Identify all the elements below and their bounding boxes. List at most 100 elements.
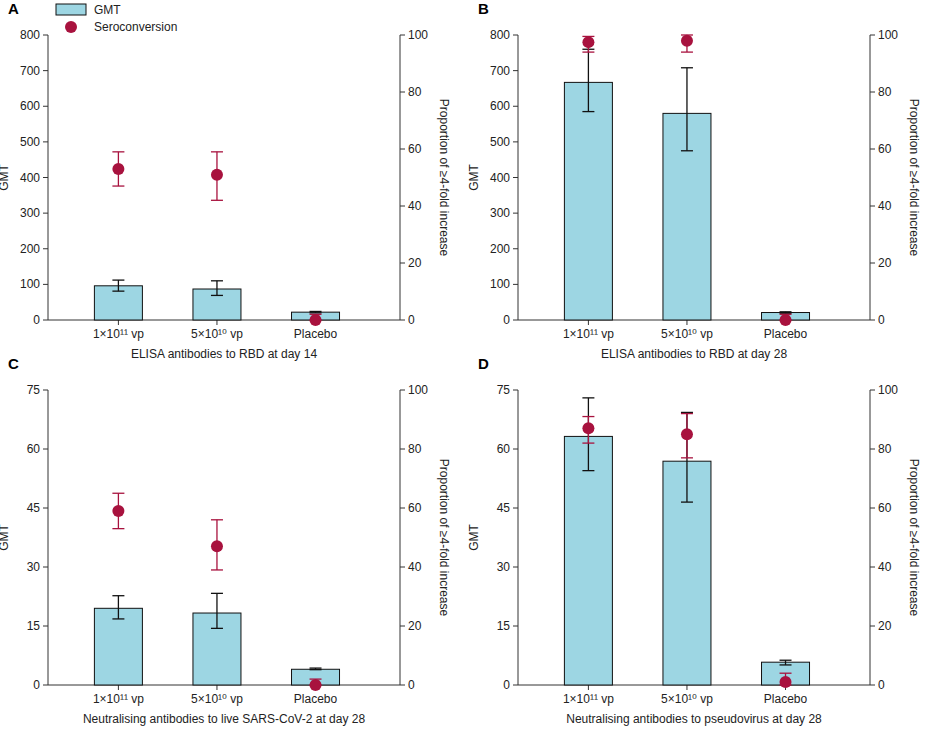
y-tick	[43, 567, 48, 568]
error-bar	[211, 281, 223, 296]
error-cap	[211, 593, 223, 594]
x-axis-title: ELISA antibodies to RBD at day 28	[601, 347, 787, 361]
error-cap	[211, 200, 223, 201]
y-axis	[48, 390, 49, 685]
y-tick	[43, 248, 48, 249]
y2-axis	[400, 390, 401, 685]
y2-tick-label: 100	[878, 28, 898, 42]
y-tick	[513, 449, 518, 450]
error-cap	[211, 628, 223, 629]
y-tick	[513, 626, 518, 627]
error-cap	[681, 150, 693, 151]
x-tick-label: 5×10¹⁰ vp	[191, 327, 243, 341]
y2-tick	[400, 567, 405, 568]
y-tick-label: 0	[33, 678, 40, 692]
y-tick	[43, 685, 48, 686]
y-tick-label: 30	[497, 560, 511, 574]
y2-axis	[400, 35, 401, 320]
y2-tick	[870, 92, 875, 93]
error-bar	[211, 152, 223, 200]
error-cap	[582, 51, 594, 52]
y-tick	[43, 449, 48, 450]
y2-tick	[400, 320, 405, 321]
error-cap	[582, 111, 594, 112]
point	[310, 314, 322, 326]
y-tick-label: 400	[490, 171, 510, 185]
y2-tick	[870, 449, 875, 450]
y2-tick	[400, 508, 405, 509]
y-tick-label: 0	[33, 313, 40, 327]
y-tick-label: 0	[503, 678, 510, 692]
x-tick-label: 1×10¹¹ vp	[93, 327, 144, 341]
x-tick-label: 1×10¹¹ vp	[93, 692, 144, 706]
error-cap	[681, 51, 693, 52]
error-cap	[681, 457, 693, 458]
error-cap	[112, 618, 124, 619]
y2-axis-title: Proportion of ≥4-fold increase	[907, 99, 921, 257]
error-cap	[211, 295, 223, 296]
y2-tick-label: 20	[878, 256, 892, 270]
x-tick	[216, 320, 217, 325]
panel-letter: D	[478, 355, 489, 372]
y2-tick-label: 0	[878, 678, 885, 692]
error-cap	[310, 669, 322, 670]
y-axis-title: GMT	[0, 524, 11, 551]
error-cap	[112, 290, 124, 291]
y-tick-label: 500	[20, 135, 40, 149]
y2-tick	[400, 35, 405, 36]
marks	[564, 35, 809, 326]
y2-axis	[870, 390, 871, 685]
y2-axis	[870, 35, 871, 320]
error-stem	[118, 280, 119, 291]
y-axis-title: GMT	[0, 164, 11, 191]
y-tick	[43, 35, 48, 36]
error-cap	[310, 312, 322, 313]
y-tick	[513, 248, 518, 249]
y-tick-label: 0	[503, 313, 510, 327]
y-tick-label: 300	[20, 206, 40, 220]
figure: A0100200300400500600700800020406080100GM…	[0, 0, 943, 730]
error-bar	[582, 36, 594, 52]
x-tick	[588, 685, 589, 690]
y-tick	[43, 320, 48, 321]
error-stem	[686, 68, 687, 151]
y2-tick-label: 20	[878, 619, 892, 633]
bar	[564, 436, 612, 685]
y-tick	[513, 70, 518, 71]
y2-tick-label: 0	[408, 313, 415, 327]
point	[211, 169, 223, 181]
error-cap	[780, 664, 792, 665]
y2-tick	[400, 263, 405, 264]
error-cap	[310, 667, 322, 668]
y-tick-label: 800	[490, 28, 510, 42]
y2-tick-label: 60	[408, 142, 422, 156]
y-tick	[43, 177, 48, 178]
error-bar	[582, 417, 594, 444]
point	[780, 314, 792, 326]
error-cap	[211, 569, 223, 570]
point	[112, 505, 124, 517]
y-tick	[513, 35, 518, 36]
y-tick-label: 800	[20, 28, 40, 42]
y2-tick	[400, 626, 405, 627]
y2-tick	[870, 35, 875, 36]
y2-tick-label: 60	[878, 501, 892, 515]
y2-tick-label: 20	[408, 256, 422, 270]
y2-tick-label: 80	[408, 442, 422, 456]
error-bar	[780, 660, 792, 665]
y-tick-label: 700	[20, 64, 40, 78]
panel-letter: B	[478, 0, 489, 17]
point	[681, 35, 693, 47]
error-stem	[588, 49, 589, 111]
y-tick	[43, 508, 48, 509]
error-bar	[310, 668, 322, 670]
y2-tick	[400, 685, 405, 686]
y2-tick	[870, 567, 875, 568]
y2-tick-label: 80	[878, 85, 892, 99]
marks	[564, 398, 809, 688]
y-tick-label: 100	[20, 277, 40, 291]
y2-tick	[870, 626, 875, 627]
bar	[564, 82, 612, 320]
y2-tick-label: 40	[408, 199, 422, 213]
x-tick-label: 5×10¹⁰ vp	[661, 692, 713, 706]
